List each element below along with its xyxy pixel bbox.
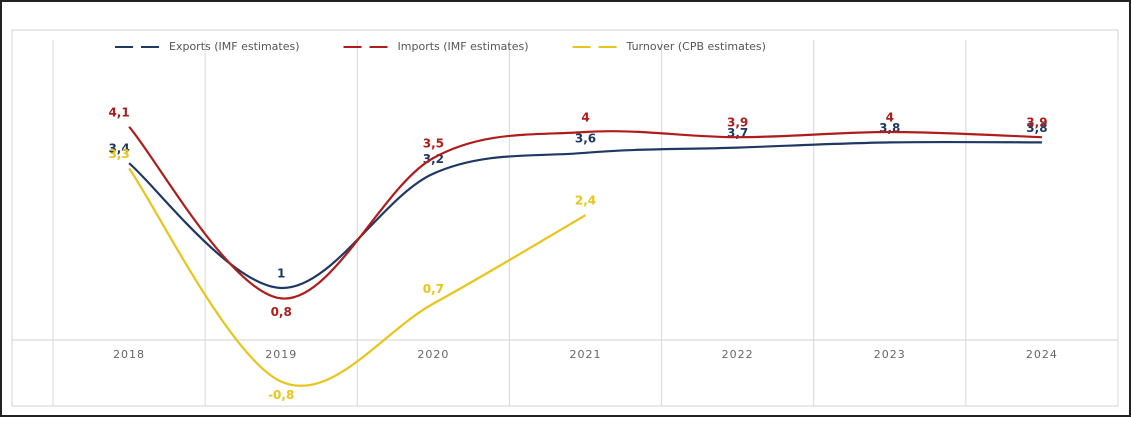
x-tick-label: 2019 [265, 348, 297, 361]
data-label: 3,9 [727, 116, 748, 130]
data-label: 4,1 [108, 105, 129, 119]
legend-label: Turnover (CPB estimates) [626, 40, 766, 53]
legend-label: Exports (IMF estimates) [169, 40, 300, 53]
data-label: 4 [581, 111, 589, 125]
data-label: 3,8 [1026, 121, 1047, 135]
data-label: 1 [277, 267, 285, 281]
x-tick-label: 2023 [874, 348, 906, 361]
data-label: 3,5 [423, 137, 444, 151]
data-label: -0,8 [268, 388, 294, 402]
x-tick-label: 2022 [722, 348, 754, 361]
data-label: 0,7 [423, 282, 444, 296]
data-label: 3,9 [1026, 116, 1047, 130]
series-line [128, 140, 1042, 290]
data-label: 0,8 [271, 305, 292, 319]
data-label: 3,3 [108, 147, 129, 161]
data-label: 4 [886, 111, 894, 125]
series-line [128, 167, 587, 387]
legend-label: Imports (IMF estimates) [398, 40, 529, 53]
data-label: 3,4 [108, 142, 129, 156]
x-tick-label: 2021 [570, 348, 602, 361]
series-line [128, 126, 1042, 300]
data-label: 3,6 [575, 131, 596, 145]
data-label: 2,4 [575, 194, 596, 208]
x-tick-label: 2018 [113, 348, 145, 361]
x-tick-label: 2024 [1026, 348, 1058, 361]
x-tick-label: 2020 [417, 348, 449, 361]
